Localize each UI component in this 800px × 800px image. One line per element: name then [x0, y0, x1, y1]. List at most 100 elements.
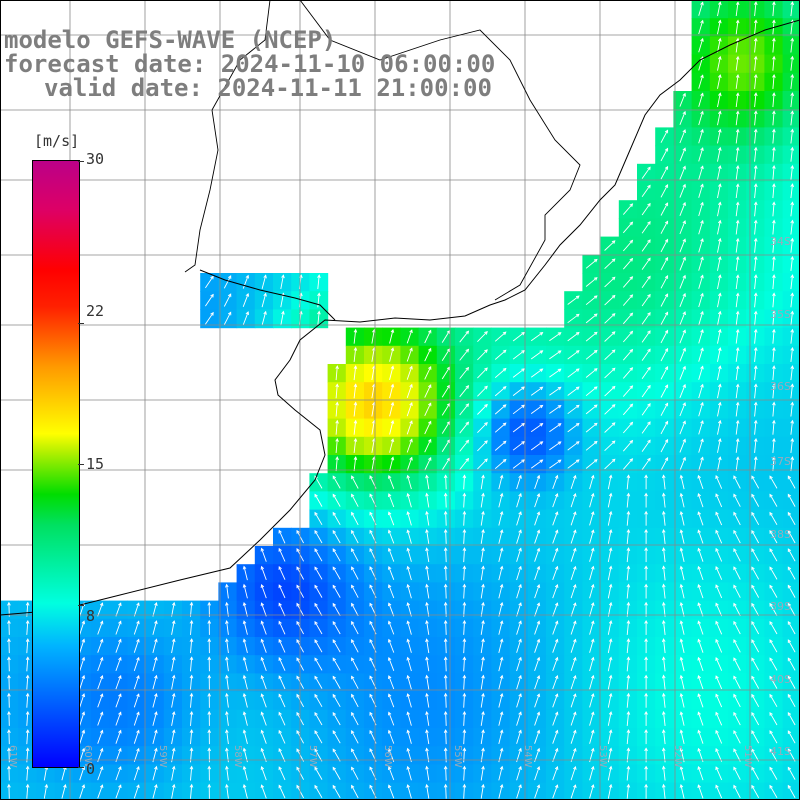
wind-arrow	[717, 420, 721, 435]
wind-arrow-head	[387, 584, 392, 588]
wind-arrow	[371, 438, 375, 453]
wind-arrow-head	[7, 674, 11, 679]
colorbar-tick-22: 22	[86, 302, 105, 320]
colorbar-tick-15: 15	[86, 455, 105, 473]
wind-arrow	[622, 312, 633, 325]
wind-arrow-head	[332, 766, 337, 771]
wind-arrow	[715, 621, 723, 635]
wind-arrow	[388, 621, 395, 635]
wind-arrow-head	[406, 583, 411, 588]
wind-arrow-head	[207, 765, 211, 770]
wind-arrow-head	[502, 331, 507, 336]
lon-label: 52W	[672, 745, 683, 768]
wind-arrow	[787, 748, 796, 762]
wind-arrow-head	[278, 675, 282, 680]
wind-arrow	[445, 784, 447, 799]
wind-arrow	[735, 238, 739, 253]
wind-arrow-head	[317, 274, 321, 279]
wind-arrow	[663, 566, 666, 581]
wind-arrow-head	[697, 602, 701, 607]
wind-arrow	[498, 693, 503, 708]
wind-arrow-head	[499, 583, 504, 588]
wind-arrow	[715, 548, 723, 562]
wind-arrow	[790, 347, 793, 362]
wind-arrow	[679, 275, 686, 289]
wind-arrow	[769, 512, 778, 526]
wind-arrow-head	[769, 675, 773, 680]
wind-arrow-head	[608, 492, 613, 497]
wind-arrow-head	[484, 367, 488, 372]
wind-arrow-head	[443, 710, 448, 715]
wind-arrow	[772, 275, 775, 290]
wind-arrow-head	[682, 110, 686, 115]
wind-arrow	[604, 386, 616, 397]
model-title: modelo GEFS-WAVE (NCEP)	[4, 26, 337, 54]
wind-arrow-head	[608, 729, 613, 734]
wind-arrow-head	[644, 692, 648, 697]
wind-arrow-head	[406, 492, 411, 497]
wind-arrow-head	[428, 329, 432, 334]
wind-arrow-head	[717, 183, 722, 188]
wind-arrow-head	[751, 639, 755, 643]
wind-arrow-head	[682, 165, 686, 170]
wind-arrow-head	[521, 386, 526, 390]
wind-arrow	[552, 730, 558, 744]
wind-arrow-head	[387, 711, 392, 716]
wind-arrow-head	[465, 385, 470, 389]
wind-arrow	[733, 639, 741, 653]
wind-arrow	[407, 530, 412, 544]
wind-arrow	[152, 711, 157, 726]
wind-arrow	[754, 202, 757, 217]
wind-arrow-head	[790, 183, 795, 188]
wind-arrow-head	[171, 783, 176, 788]
wind-arrow-head	[753, 365, 758, 370]
wind-arrow	[351, 657, 359, 671]
wind-arrow-head	[735, 55, 740, 60]
wind-arrow-head	[590, 747, 595, 752]
wind-arrow	[715, 475, 723, 489]
wind-arrow	[570, 566, 576, 581]
wind-arrow	[567, 441, 580, 451]
wind-arrow-head	[787, 529, 792, 534]
wind-arrow-head	[644, 474, 648, 479]
wind-arrow-head	[242, 583, 247, 588]
wind-arrow	[516, 602, 522, 617]
wind-arrow	[498, 493, 503, 508]
wind-arrow	[735, 20, 739, 35]
wind-arrow	[389, 384, 394, 399]
wind-arrow	[494, 404, 507, 415]
wind-arrow	[733, 785, 741, 799]
wind-arrow	[171, 675, 175, 690]
wind-arrow-head	[715, 784, 719, 789]
wind-arrow	[679, 202, 686, 216]
wind-arrow-head	[590, 784, 595, 789]
wind-arrow	[641, 257, 651, 270]
wind-arrow-head	[661, 492, 666, 497]
wind-arrow	[512, 423, 525, 433]
wind-arrow-head	[242, 674, 247, 679]
wind-arrow-head	[518, 711, 522, 716]
wind-arrow	[477, 349, 488, 361]
wind-arrow-head	[700, 401, 704, 406]
wind-arrow	[332, 512, 341, 526]
wind-arrow	[516, 693, 522, 708]
wind-arrow-head	[608, 510, 613, 515]
wind-arrow-head	[790, 401, 795, 406]
wind-arrow	[585, 441, 598, 451]
wind-arrow	[787, 512, 796, 526]
wind-arrow	[733, 566, 741, 580]
wind-arrow	[424, 330, 432, 344]
wind-arrow-head	[679, 547, 684, 552]
wind-arrow	[388, 657, 395, 671]
wind-arrow-head	[406, 511, 411, 516]
wind-arrow-head	[428, 365, 432, 370]
wind-arrow-head	[608, 638, 613, 643]
colorbar-tick-mark	[78, 464, 84, 465]
wind-arrow	[463, 711, 465, 726]
wind-arrow	[717, 74, 721, 89]
wind-arrow-head	[647, 312, 651, 316]
wind-arrow	[604, 240, 616, 251]
wind-arrow	[698, 2, 704, 16]
wind-arrow-head	[314, 730, 318, 735]
wind-arrow-head	[481, 765, 485, 770]
